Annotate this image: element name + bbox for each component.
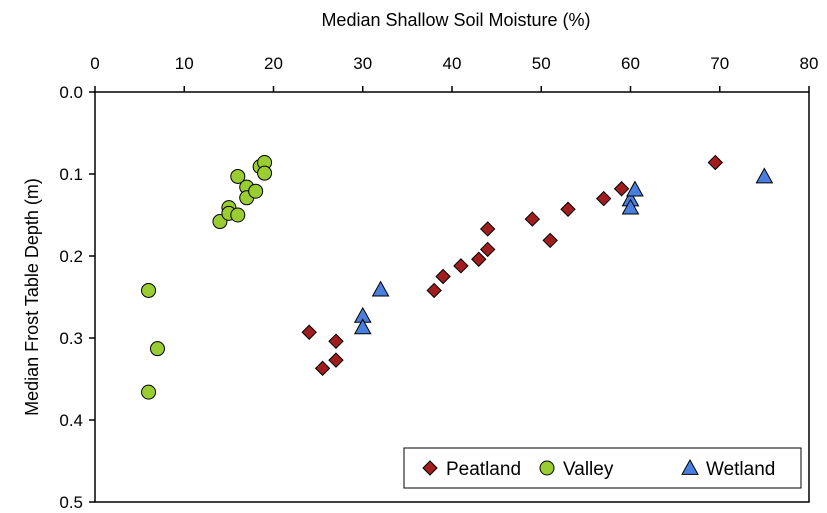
wetland-point bbox=[371, 280, 390, 297]
x-tick-label: 20 bbox=[264, 54, 283, 73]
valley-point bbox=[141, 282, 157, 298]
x-axis: 0 10 20 30 40 50 60 70 80 bbox=[90, 54, 818, 92]
x-axis-title: Median Shallow Soil Moisture (%) bbox=[321, 10, 590, 30]
peatland-point bbox=[560, 201, 576, 217]
valley-point bbox=[257, 165, 273, 181]
peatland-point bbox=[613, 181, 630, 197]
valley-point bbox=[230, 168, 246, 184]
peatland-point bbox=[707, 154, 723, 171]
valley-point bbox=[230, 207, 246, 223]
y-axis-title: Median Frost Table Depth (m) bbox=[22, 178, 42, 416]
legend-box bbox=[403, 447, 802, 489]
y-axis: 0.0 0.1 0.2 0.3 0.4 0.5 bbox=[59, 83, 95, 512]
y-tick-label: 0.1 bbox=[59, 165, 83, 184]
peatland-point bbox=[542, 232, 558, 249]
peatland-point bbox=[524, 211, 541, 227]
valley-point bbox=[149, 341, 165, 357]
x-tick-label: 30 bbox=[353, 54, 372, 73]
peatland-point bbox=[479, 221, 496, 237]
y-tick-label: 0.3 bbox=[59, 329, 83, 348]
x-tick-label: 60 bbox=[621, 54, 640, 73]
data-points bbox=[141, 154, 774, 400]
peatland-point bbox=[328, 333, 344, 349]
wetland-point bbox=[353, 318, 372, 335]
valley-point bbox=[141, 384, 157, 400]
peatland-point bbox=[596, 190, 612, 207]
x-tick-label: 80 bbox=[800, 54, 819, 73]
legend-marker-peatland bbox=[422, 460, 438, 476]
y-tick-label: 0.0 bbox=[59, 83, 83, 102]
wetland-point bbox=[626, 180, 644, 197]
x-tick-label: 70 bbox=[710, 54, 729, 73]
plot-area-frame bbox=[94, 91, 810, 503]
peatland-point bbox=[479, 241, 496, 258]
legend-label-wetland: Wetland bbox=[706, 459, 775, 480]
x-tick-label: 10 bbox=[175, 54, 194, 73]
peatland-point bbox=[471, 251, 487, 267]
valley-point bbox=[248, 183, 264, 199]
x-tick-label: 40 bbox=[443, 54, 462, 73]
legend-marker-valley bbox=[539, 460, 555, 476]
y-tick-label: 0.4 bbox=[59, 411, 83, 430]
peatland-point bbox=[314, 360, 331, 377]
x-tick-label: 0 bbox=[90, 54, 99, 73]
peatland-point bbox=[453, 258, 469, 274]
peatland-point bbox=[328, 352, 344, 368]
peatland-point bbox=[426, 282, 442, 299]
y-tick-label: 0.5 bbox=[59, 493, 83, 512]
wetland-point bbox=[621, 198, 640, 215]
legend-label-valley: Valley bbox=[563, 459, 614, 480]
y-tick-label: 0.2 bbox=[59, 247, 83, 266]
wetland-point bbox=[755, 167, 774, 184]
peatland-point bbox=[435, 268, 451, 285]
legend: Peatland Valley Wetland bbox=[403, 447, 802, 489]
legend-marker-wetland bbox=[681, 458, 699, 475]
legend-label-peatland: Peatland bbox=[446, 459, 521, 480]
peatland-point bbox=[301, 324, 317, 340]
x-tick-label: 50 bbox=[532, 54, 551, 73]
